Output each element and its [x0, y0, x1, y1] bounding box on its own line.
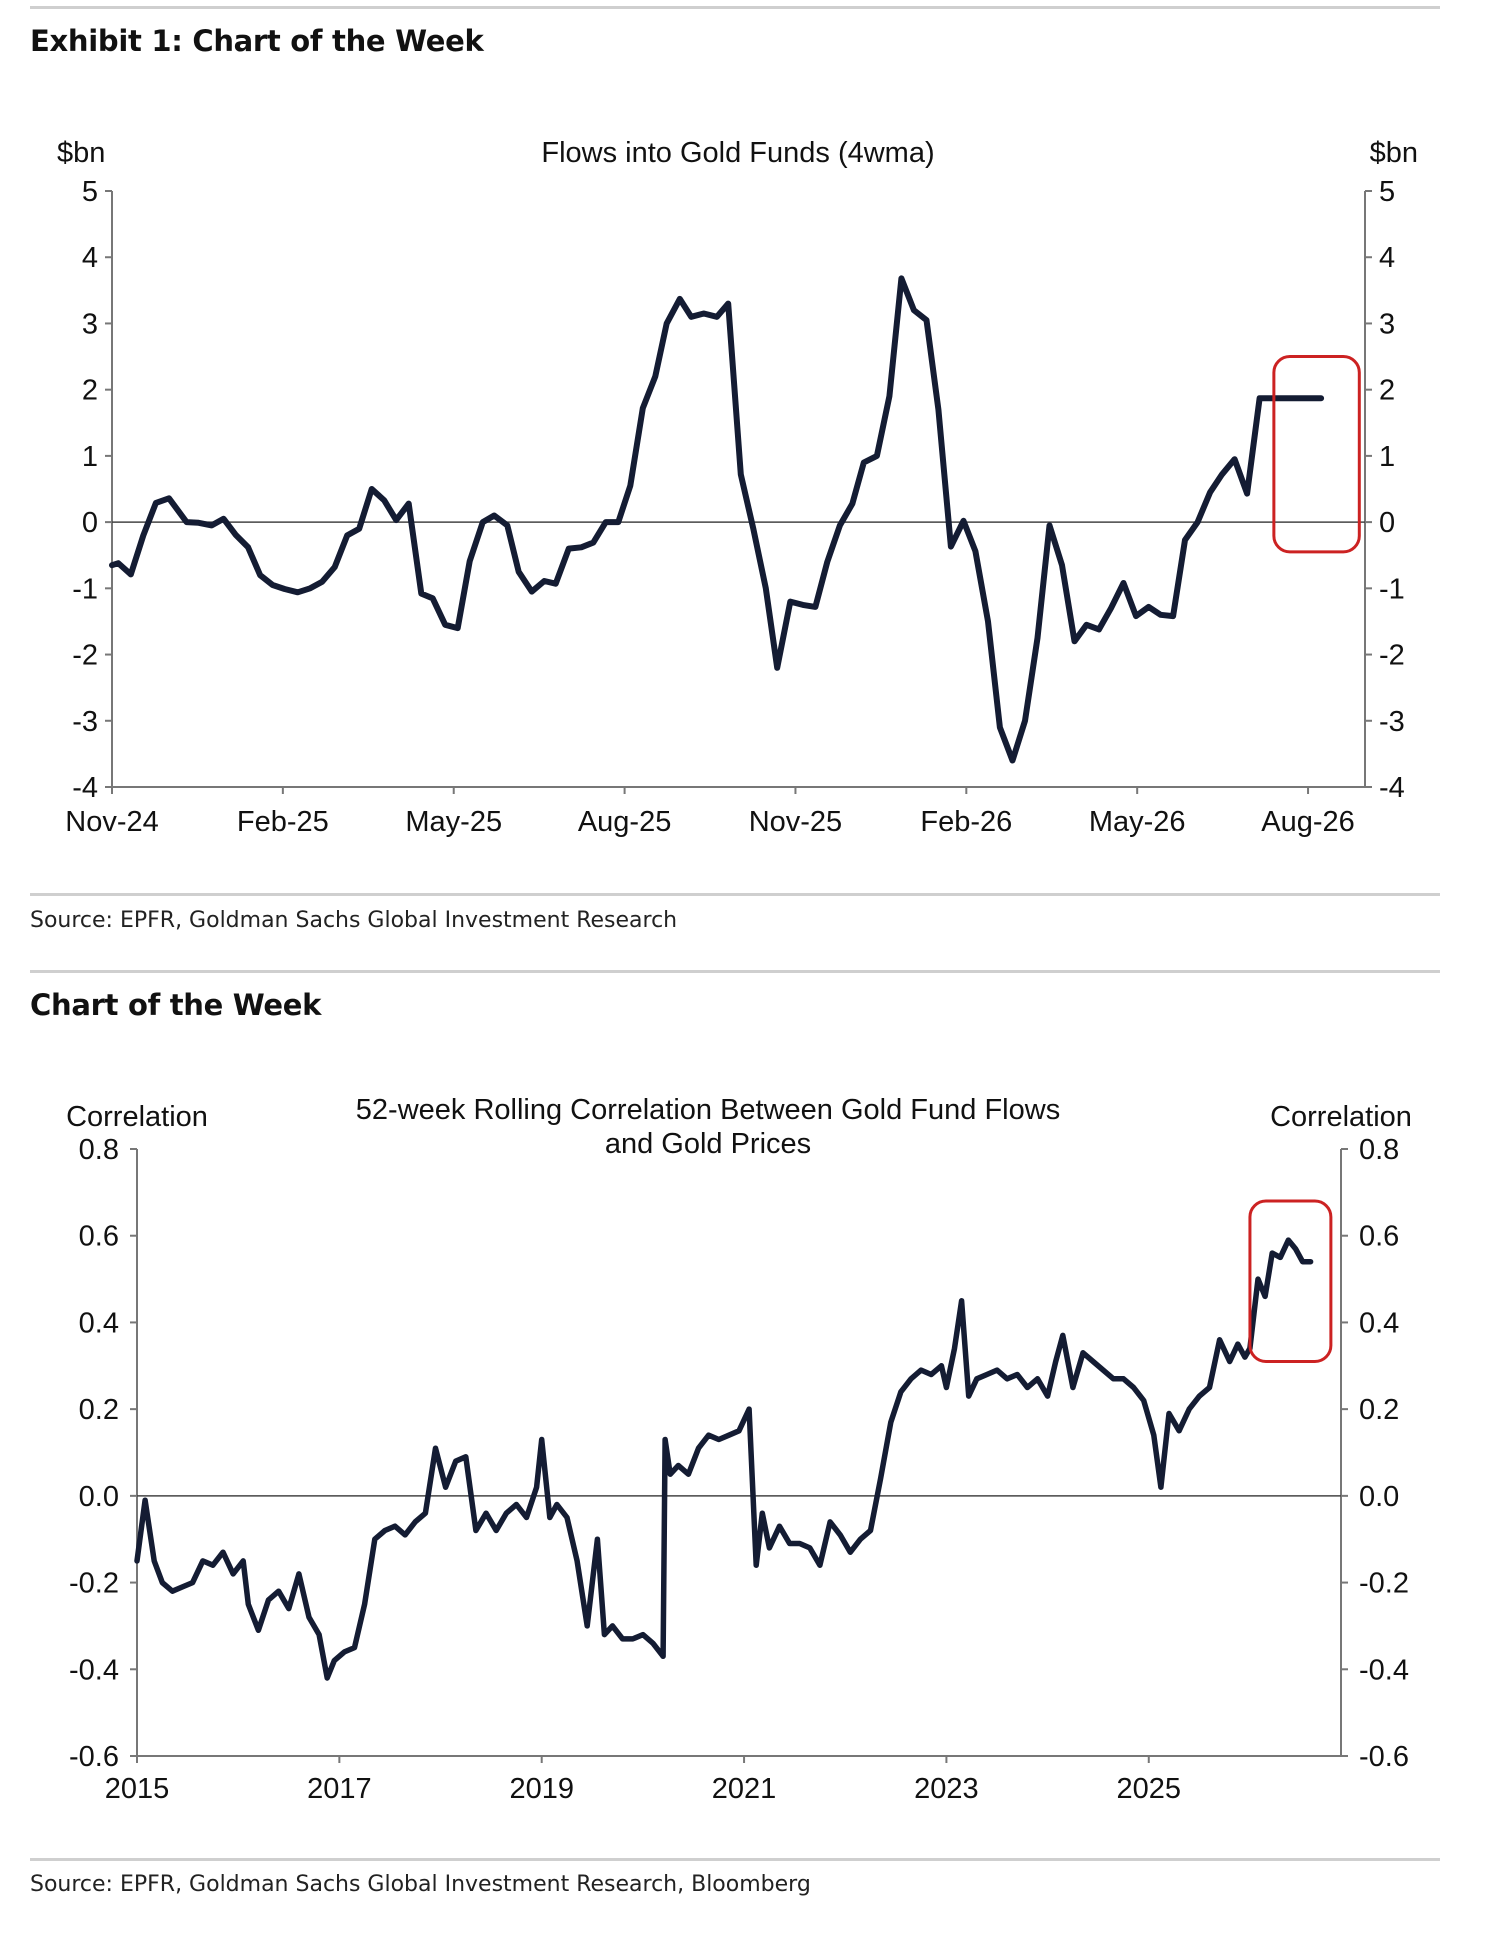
- y-tick-label-right: 0.0: [1359, 1481, 1399, 1513]
- x-tick-label: May-25: [405, 806, 502, 838]
- y-tick-label-left: 0: [82, 507, 98, 539]
- y-tick-label-left: -4: [72, 772, 98, 804]
- series-line: [134, 1237, 1314, 1681]
- y-tick-label-left: -0.6: [69, 1741, 119, 1773]
- x-tick-label: 2025: [1117, 1773, 1182, 1805]
- chart-2-plot-area: 0.8 0.8 0.6 0.6 0.4 0.4 0.2 0.2 0.0 0.0 -0.2 -0.2 -0…: [66, 1094, 1412, 1805]
- exhibit-1-source: Source: EPFR, Goldman Sachs Global Inves…: [30, 908, 678, 933]
- highlight-box: [1272, 355, 1361, 554]
- y-tick-label-left: 0.2: [79, 1394, 119, 1426]
- y-tick-label-left: 5: [82, 176, 98, 208]
- y-tick-label-right: -3: [1379, 706, 1405, 738]
- y-tick-label-right: -0.6: [1359, 1741, 1409, 1773]
- x-tick-label: Feb-26: [920, 806, 1012, 838]
- y-tick-label-right: 0.4: [1359, 1307, 1399, 1339]
- y-tick-label-right: 0.8: [1359, 1134, 1399, 1166]
- x-tick-label: 2023: [914, 1773, 979, 1805]
- y-tick-label-right: 2: [1379, 375, 1395, 407]
- y-tick-label-left: -1: [72, 573, 98, 605]
- y-tick-label-left: 3: [82, 308, 98, 340]
- y-tick-label-left: 0.6: [79, 1221, 119, 1253]
- y-tick-label-left: 2: [82, 375, 98, 407]
- y-tick-label-right: 0.6: [1359, 1221, 1399, 1253]
- exhibit-2-top-rule: [30, 970, 1440, 973]
- y-axis-title-right: Correlation: [1270, 1101, 1412, 1133]
- y-tick-label-left: 4: [82, 242, 98, 274]
- x-tick-label: 2015: [105, 1773, 170, 1805]
- y-tick-label-right: -4: [1379, 772, 1405, 804]
- y-tick-label-right: 1: [1379, 441, 1395, 473]
- top-rule: [30, 6, 1440, 9]
- x-tick-label: Nov-25: [749, 806, 843, 838]
- x-tick-label: Aug-25: [578, 806, 672, 838]
- y-tick-label-right: -0.4: [1359, 1654, 1409, 1686]
- x-tick-label: Aug-26: [1261, 806, 1355, 838]
- y-tick-label-left: -0.2: [69, 1568, 119, 1600]
- y-tick-label-left: 0.8: [79, 1134, 119, 1166]
- y-tick-label-left: -0.4: [69, 1654, 119, 1686]
- x-tick-label: 2021: [712, 1773, 777, 1805]
- y-tick-label-left: -3: [72, 706, 98, 738]
- series-line: [109, 275, 1325, 764]
- x-tick-label: 2017: [307, 1773, 372, 1805]
- exhibit-1-heading: Exhibit 1: Chart of the Week: [30, 24, 484, 58]
- x-tick-label: Feb-25: [237, 806, 329, 838]
- y-tick-label-left: -2: [72, 640, 98, 672]
- x-tick-label: Nov-24: [65, 806, 159, 838]
- y-axis-title-left: Correlation: [66, 1101, 208, 1133]
- highlight-box: [1248, 1199, 1333, 1363]
- y-tick-label-right: 0: [1379, 507, 1395, 539]
- exhibit-1-source-rule: [30, 893, 1440, 896]
- y-tick-label-left: 0.4: [79, 1307, 119, 1339]
- y-tick-label-right: 0.2: [1359, 1394, 1399, 1426]
- chart-title-line: 52-week Rolling Correlation Between Gold…: [356, 1094, 1060, 1126]
- y-tick-label-right: 5: [1379, 176, 1395, 208]
- y-axis-title-left: $bn: [57, 137, 105, 169]
- chart-title-line: Flows into Gold Funds (4wma): [541, 137, 934, 169]
- exhibit-2-source-rule: [30, 1858, 1440, 1861]
- y-tick-label-left: 1: [82, 441, 98, 473]
- chart-title-line: and Gold Prices: [605, 1128, 811, 1160]
- y-tick-label-left: 0.0: [79, 1481, 119, 1513]
- exhibit-2-source: Source: EPFR, Goldman Sachs Global Inves…: [30, 1872, 811, 1897]
- y-tick-label-right: 3: [1379, 308, 1395, 340]
- x-tick-label: 2019: [509, 1773, 574, 1805]
- y-tick-label-right: 4: [1379, 242, 1395, 274]
- y-tick-label-right: -1: [1379, 573, 1405, 605]
- y-tick-label-right: -0.2: [1359, 1568, 1409, 1600]
- x-tick-label: May-26: [1089, 806, 1186, 838]
- y-axis-title-right: $bn: [1370, 137, 1418, 169]
- exhibit-2-heading: Chart of the Week: [30, 988, 322, 1022]
- y-tick-label-right: -2: [1379, 640, 1405, 672]
